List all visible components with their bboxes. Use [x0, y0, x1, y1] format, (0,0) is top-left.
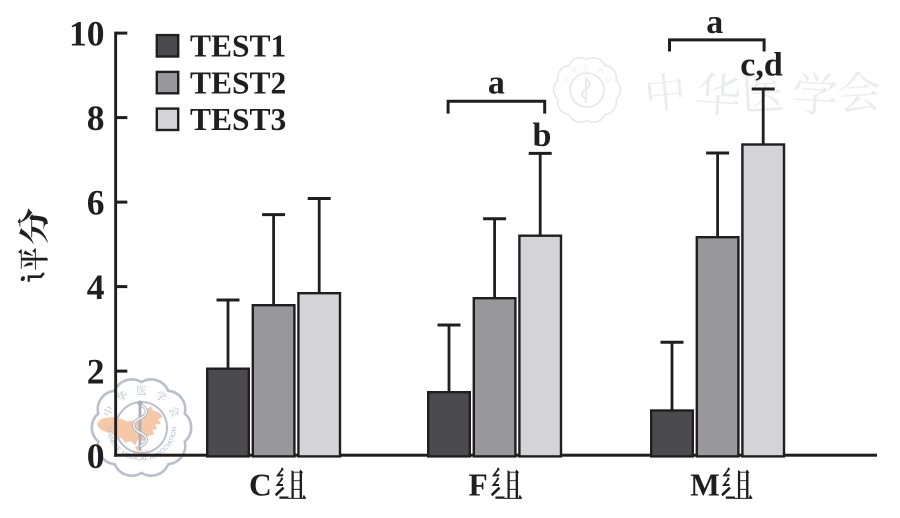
svg-text:TEST2: TEST2 [190, 66, 286, 101]
svg-text:6: 6 [87, 182, 105, 222]
svg-text:TEST1: TEST1 [190, 29, 286, 64]
svg-text:c,d: c,d [740, 47, 783, 84]
svg-text:M: M [690, 467, 720, 502]
svg-text:10: 10 [69, 13, 105, 53]
svg-text:2: 2 [87, 351, 105, 391]
svg-text:1915: 1915 [133, 449, 149, 458]
svg-text:0: 0 [87, 436, 105, 476]
svg-text:a: a [706, 4, 723, 41]
svg-text:4: 4 [87, 267, 105, 307]
svg-text:F: F [469, 467, 488, 502]
svg-text:C: C [249, 467, 272, 502]
svg-text:a: a [488, 64, 505, 101]
svg-text:8: 8 [87, 98, 105, 138]
svg-text:TEST3: TEST3 [190, 102, 286, 137]
svg-text:b: b [533, 117, 552, 154]
